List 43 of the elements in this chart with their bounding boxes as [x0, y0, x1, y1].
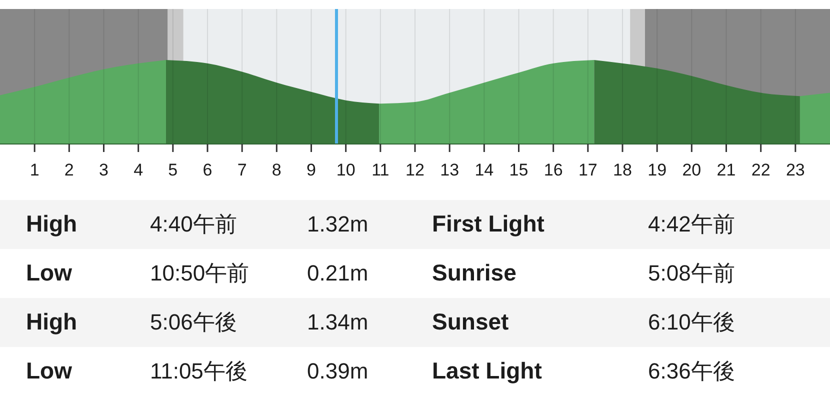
x-tick-label: 11 [372, 160, 390, 180]
text: 1.34m [307, 309, 368, 334]
text: 6:36午後 [648, 358, 735, 384]
x-tick-label: 12 [406, 160, 424, 180]
text: Sunset [432, 308, 510, 335]
x-tick-label: 23 [786, 160, 805, 180]
x-tick-label: 9 [306, 160, 316, 180]
text: 4:40午前 [150, 211, 237, 236]
x-tick-label: 17 [578, 160, 598, 180]
x-tick-label: 4 [134, 160, 144, 180]
text: 1.32m [307, 211, 368, 236]
text: Sunrise [432, 260, 516, 286]
text: 4:42午前 [648, 211, 735, 236]
text: Low [26, 260, 72, 286]
x-tick-label: 18 [613, 160, 632, 180]
text: First Light [432, 210, 545, 237]
text: Low [26, 358, 72, 384]
x-tick-label: 14 [474, 160, 494, 180]
text: High [26, 308, 78, 335]
x-tick-label: 20 [682, 160, 702, 180]
text: 11:05午後 [150, 358, 248, 384]
x-tick-label: 6 [202, 160, 212, 180]
x-tick-label: 7 [237, 160, 247, 180]
x-tick-label: 1 [30, 160, 40, 180]
text: 6:10午後 [648, 309, 735, 334]
text: High [26, 210, 78, 237]
x-tick-label: 21 [716, 160, 736, 180]
text: 0.39m [307, 358, 368, 384]
x-tick-label: 5 [168, 160, 178, 180]
x-tick-label: 16 [544, 160, 563, 180]
text: 5:06午後 [150, 309, 237, 334]
x-tick-label: 13 [440, 160, 460, 180]
text: Last Light [432, 358, 542, 384]
x-tick-label: 8 [272, 160, 282, 180]
x-tick-label: 19 [648, 160, 667, 180]
text: 10:50午前 [150, 260, 250, 286]
text: 0.21m [307, 260, 368, 286]
x-tick-label: 3 [99, 160, 108, 180]
text: 5:08午前 [648, 260, 735, 286]
x-tick-label: 15 [509, 160, 528, 180]
x-tick-label: 22 [751, 160, 770, 180]
x-tick-label: 10 [336, 160, 356, 180]
x-tick-label: 2 [64, 160, 74, 180]
